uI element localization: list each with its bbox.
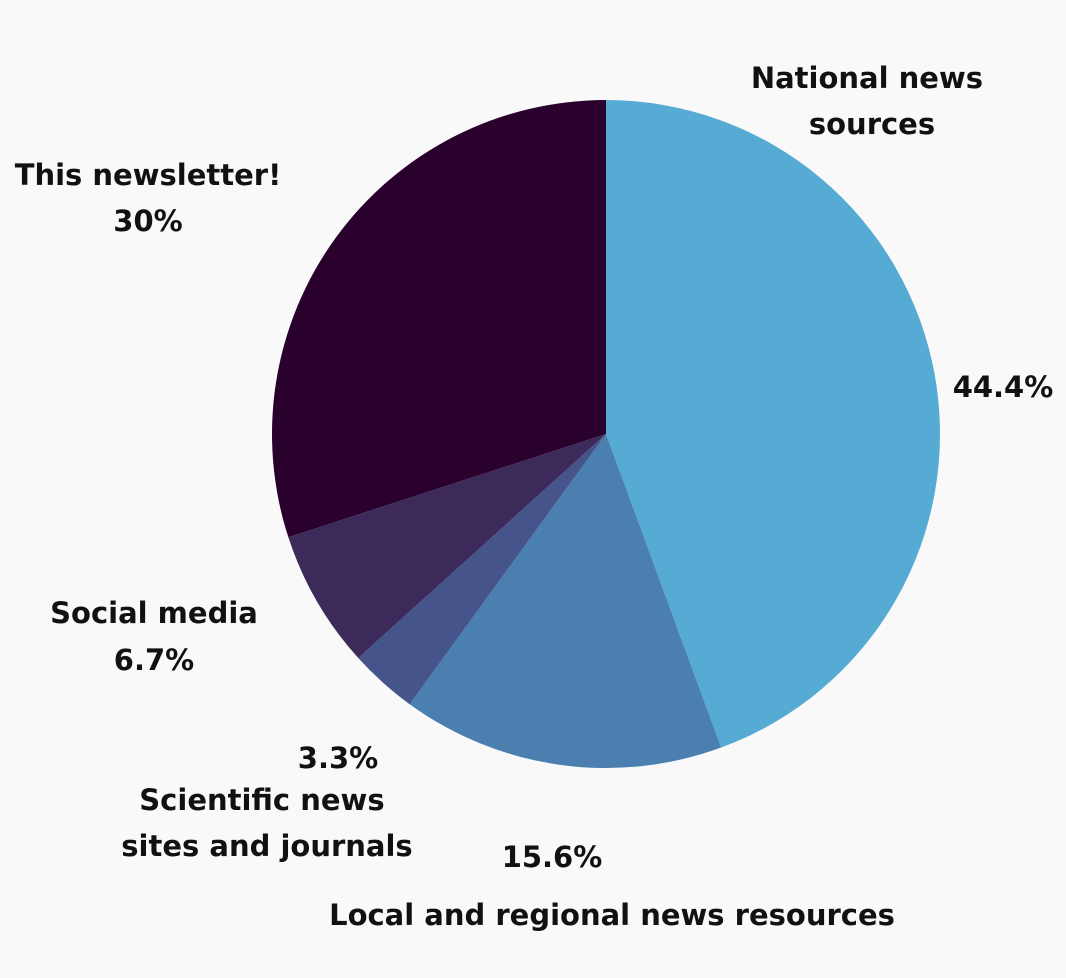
- slice-label-scientific-news-line-2: sites and journals: [121, 829, 412, 863]
- slice-label-scientific-news: Scientific news sites and journals: [121, 783, 412, 863]
- pie-slice-social-media: [288, 434, 606, 659]
- slice-value-social-media: 6.7%: [114, 643, 194, 677]
- slice-label-national-news-line-1: National news: [751, 61, 983, 95]
- slice-value-national-news: 44.4%: [953, 370, 1054, 404]
- pie-slice-national-news-sources: [606, 100, 941, 748]
- pie-slice-scientific-news-sites-and-journals: [358, 434, 606, 705]
- slice-label-national-news: National news sources: [751, 61, 993, 141]
- slice-value-this-newsletter: 30%: [113, 204, 182, 238]
- slice-value-local-news: 15.6%: [502, 840, 603, 874]
- slice-label-national-news-line-2: sources: [809, 107, 935, 141]
- slice-label-local-news: Local and regional news resources: [329, 898, 895, 932]
- pie-slices: [272, 100, 941, 769]
- slice-value-scientific-news: 3.3%: [298, 741, 378, 775]
- slice-label-this-newsletter: This newsletter!: [15, 158, 282, 192]
- pie-slice-local-and-regional-news-resources: [409, 434, 722, 769]
- slice-label-social-media: Social media: [50, 596, 258, 630]
- slice-label-scientific-news-line-1: Scientific news: [139, 783, 384, 817]
- pie-slice-this-newsletter: [272, 100, 606, 538]
